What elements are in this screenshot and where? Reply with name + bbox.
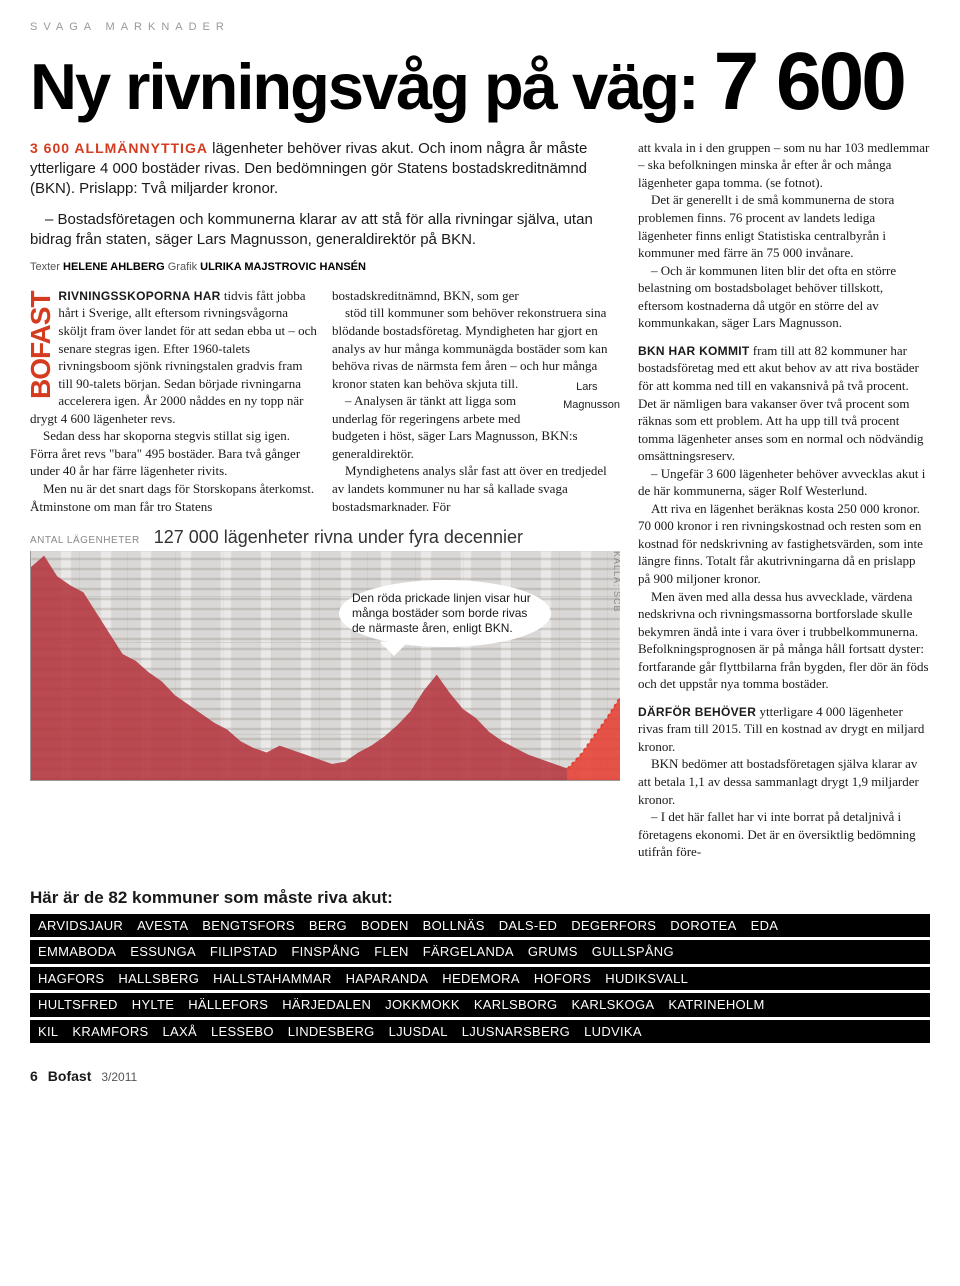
runin-2: BKN HAR KOMMIT <box>638 344 750 358</box>
p-r1: att kvala in i den gruppen – som nu har … <box>638 139 930 192</box>
kommun-row: KIL KRAMFORS LAXÅ LESSEBO LINDESBERG LJUSDAL L… <box>30 1020 930 1044</box>
kommun-head: Här är de 82 kommuner som måste riva aku… <box>30 887 930 910</box>
kommun-item: LINDESBERG <box>288 1023 375 1041</box>
kommun-item: HALLSBERG <box>118 970 199 988</box>
byline: Texter HELENE AHLBERG Grafik ULRIKA MAJS… <box>30 260 620 275</box>
kommun-item: LESSEBO <box>211 1023 274 1041</box>
headline-number: 7 600 <box>714 36 904 127</box>
portrait-name: Lars <box>576 381 597 393</box>
footer: 6 Bofast 3/2011 <box>30 1067 930 1086</box>
kommun-item: KIL <box>38 1023 58 1041</box>
byline-label-text: Texter <box>30 261 63 273</box>
kommun-item: GULLSPÅNG <box>592 943 674 961</box>
p-r9: BKN bedömer att bostadsföretagen själva … <box>638 755 930 808</box>
p-r2: Det är generellt i de små kommunerna de … <box>638 191 930 261</box>
chart: KÄLLA: SCB Den röda prickade linjen visa… <box>30 551 620 781</box>
p-r7: Men även med alla dessa hus avvecklade, … <box>638 588 930 693</box>
kommun-item: BOLLNÄS <box>423 917 485 935</box>
kommun-row: ARVIDSJAUR AVESTA BENGTSFORS BERG BODEN BOLLN… <box>30 914 930 938</box>
chart-source: KÄLLA: SCB <box>611 551 620 613</box>
kommun-item: HAPARANDA <box>346 970 429 988</box>
body-right: att kvala in i den gruppen – som nu har … <box>638 139 930 861</box>
kommun-row: EMMABODA ESSUNGA FILIPSTAD FINSPÅNG FLEN FÄRG… <box>30 940 930 964</box>
drop-brand: BOFAST <box>30 289 52 399</box>
kommun-item: HALLSTAHAMMAR <box>213 970 332 988</box>
kommun-item: DOROTEA <box>670 917 736 935</box>
chart-title: 127 000 lägenheter rivna under fyra dece… <box>154 525 523 549</box>
kommun-item: BERG <box>309 917 347 935</box>
lede: 3 600 ALLMÄNNYTTIGA lägenheter behöver r… <box>30 139 620 200</box>
kommun-item: DEGERFORS <box>571 917 656 935</box>
kommun-item: FLEN <box>374 943 408 961</box>
p-r3: – Och är kommunen liten blir det ofta en… <box>638 262 930 332</box>
kommun-item: HOFORS <box>534 970 591 988</box>
chart-ytitle: ANTAL LÄGENHETER <box>30 534 140 548</box>
portrait: Lars Magnusson <box>563 377 620 413</box>
p-r5: – Ungefär 3 600 lägenheter behöver avvec… <box>638 465 930 500</box>
kommun-item: KARLSKOGA <box>571 996 654 1014</box>
headline: Ny rivningsvåg på väg: 7 600 <box>30 41 930 123</box>
kommun-item: DALS-ED <box>499 917 557 935</box>
kommun-item: JOKKMOKK <box>385 996 460 1014</box>
headline-text: Ny rivningsvåg på väg: <box>30 50 698 123</box>
kommun-item: GRUMS <box>528 943 578 961</box>
kommun-item: LUDVIKA <box>584 1023 642 1041</box>
portrait-surname: Magnusson <box>563 399 620 411</box>
kommun-item: KRAMFORS <box>72 1023 148 1041</box>
byline-label-gfx: Grafik <box>165 261 200 273</box>
kommun-item: FILIPSTAD <box>210 943 277 961</box>
kommun-row: HAGFORS HALLSBERG HALLSTAHAMMAR HAPARANDA HE… <box>30 967 930 991</box>
kommun-item: EDA <box>751 917 779 935</box>
kommun-item: AVESTA <box>137 917 188 935</box>
runin-1: RIVNINGSSKOPORNA HAR <box>58 289 220 303</box>
p-r4: fram till att 82 kommuner har bostadsför… <box>638 343 924 463</box>
kommun-item: HYLTE <box>132 996 174 1014</box>
p-r6: Att riva en lägenhet beräknas kosta 250 … <box>638 500 930 588</box>
kommun-item: ESSUNGA <box>130 943 196 961</box>
kommun-item: EMMABODA <box>38 943 116 961</box>
kommun-item: FÄRGELANDA <box>423 943 514 961</box>
kommun-row: HULTSFRED HYLTE HÄLLEFORS HÄRJEDALEN JOKKMOK… <box>30 993 930 1017</box>
p-l2: Sedan dess har skoporna stegvis stillat … <box>30 427 318 480</box>
byline-author-gfx: ULRIKA MAJSTROVIC HANSÉN <box>200 261 366 273</box>
chart-svg <box>31 551 620 780</box>
page-number: 6 <box>30 1067 38 1086</box>
kommun-item: HÄRJEDALEN <box>282 996 371 1014</box>
kommun-item: ARVIDSJAUR <box>38 917 123 935</box>
kommun-item: KATRINEHOLM <box>668 996 764 1014</box>
chart-wrap: ANTAL LÄGENHETER 127 000 lägenheter rivn… <box>30 525 620 781</box>
lede-tag: 3 600 ALLMÄNNYTTIGA <box>30 140 208 156</box>
byline-author-text: HELENE AHLBERG <box>63 261 165 273</box>
kommun-item: BENGTSFORS <box>202 917 295 935</box>
kommun-item: HULTSFRED <box>38 996 118 1014</box>
kommun-item: HUDIKSVALL <box>605 970 688 988</box>
section-kicker: SVAGA MARKNADER <box>30 20 930 35</box>
issue: 3/2011 <box>101 1069 137 1085</box>
lede-quote: – Bostadsföretagen och kommunerna klarar… <box>30 210 620 251</box>
kommun-item: KARLSBORG <box>474 996 558 1014</box>
kommun-item: FINSPÅNG <box>291 943 360 961</box>
p-l6: Myndighetens analys slår fast att över e… <box>332 462 620 515</box>
chart-bubble: Den röda prickade linjen visar hur många… <box>340 581 550 646</box>
p-r10: – I det här fallet har vi inte borrat på… <box>638 808 930 861</box>
magazine-name: Bofast <box>48 1067 92 1086</box>
body-left: BOFAST RIVNINGSSKOPORNA HAR tidvis fått … <box>30 287 620 515</box>
kommun-item: LJUSDAL <box>389 1023 448 1041</box>
runin-3: DÄRFÖR BEHÖVER <box>638 705 756 719</box>
kommun-item: LAXÅ <box>163 1023 197 1041</box>
kommun-item: BODEN <box>361 917 409 935</box>
kommun-rows: ARVIDSJAUR AVESTA BENGTSFORS BERG BODEN BOLLN… <box>30 914 930 1044</box>
kommun-item: HÄLLEFORS <box>188 996 268 1014</box>
kommun-item: HAGFORS <box>38 970 104 988</box>
kommun-item: LJUSNARSBERG <box>462 1023 570 1041</box>
p-l1: tidvis fått jobba hårt i Sverige, allt e… <box>30 288 317 426</box>
kommun-item: HEDEMORA <box>442 970 520 988</box>
